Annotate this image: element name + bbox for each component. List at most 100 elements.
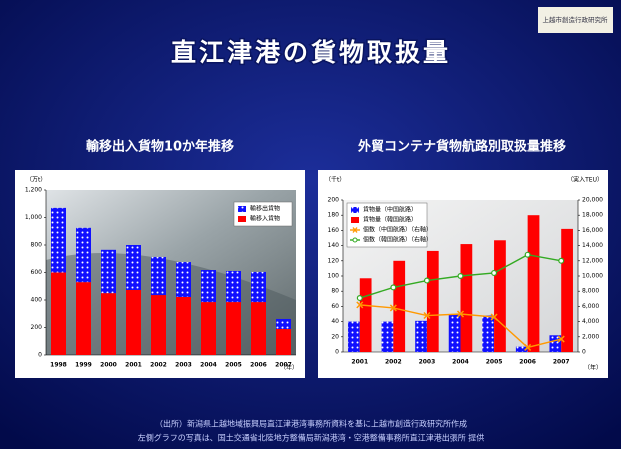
legend-label: 貨物量（韓国航路）	[363, 216, 417, 224]
legend-swatch	[351, 217, 359, 223]
x-tick-label: 2000	[100, 362, 117, 369]
y-tick-label: 600	[31, 269, 43, 276]
footer-note: 左側グラフの写真は、国土交通省北陸地方整備局新潟港湾・空港整備事務所直江津港出張…	[138, 433, 485, 443]
x-tick-label: 2006	[250, 362, 267, 369]
y-tick-label: 160	[328, 227, 340, 234]
footer-note: （出所）新潟県上越地域振興局直江津港湾事務所資料を基に上越市創造行政研究所作成	[155, 419, 467, 429]
bar	[482, 316, 494, 352]
chart-title: 外貿コンテナ貨物航路別取扱量推移	[357, 139, 566, 155]
y-tick-label: 140	[328, 242, 340, 249]
bar	[528, 215, 540, 352]
bar	[201, 302, 216, 355]
bar	[348, 322, 360, 352]
bar	[561, 229, 573, 352]
y-tick-label: 800	[31, 242, 43, 249]
slide: 上越市創造行政研究所 直江津港の貨物取扱量 輸移出入貨物10か年推移 外貿コンテ…	[0, 0, 621, 449]
y-tick-label: 40	[331, 318, 339, 325]
slide-title: 直江津港の貨物取扱量	[171, 38, 451, 67]
bar	[226, 302, 241, 355]
bar	[382, 322, 394, 352]
marker	[492, 271, 497, 276]
y-tick-label: 200	[31, 324, 43, 331]
marker	[458, 274, 463, 279]
bar	[461, 244, 473, 352]
bar	[176, 297, 191, 355]
y-tick-label: 120	[328, 257, 340, 264]
y-axis-label: （千t）	[325, 176, 345, 184]
y2-tick-label: 6,000	[582, 303, 599, 310]
x-tick-label: 2001	[351, 359, 368, 366]
y2-axis-label: （実入TEU）	[567, 176, 603, 184]
x-tick-label: 2006	[519, 359, 536, 366]
x-tick-label: 2005	[225, 362, 242, 369]
y-tick-label: 20	[331, 333, 339, 340]
x-tick-label: 2004	[452, 359, 469, 366]
y2-tick-label: 12,000	[582, 257, 603, 264]
marker	[525, 252, 530, 257]
x-tick-label: 1998	[50, 362, 67, 369]
y-tick-label: 1,000	[25, 214, 42, 221]
y-tick-label: 100	[328, 273, 340, 280]
x-tick-label: 2007	[553, 359, 570, 366]
bar	[101, 293, 116, 355]
legend-label: 貨物量（中国航路）	[363, 206, 417, 214]
y2-tick-label: 0	[582, 349, 586, 356]
y2-tick-label: 2,000	[582, 333, 599, 340]
logo: 上越市創造行政研究所	[543, 15, 609, 24]
y-tick-label: 0	[335, 349, 339, 356]
y2-tick-label: 18,000	[582, 212, 603, 219]
x-tick-label: 2003	[419, 359, 436, 366]
bar	[126, 290, 141, 355]
marker	[425, 278, 430, 283]
legend-label: 個数（韓国航路）（右軸）	[363, 236, 432, 244]
x-tick-label: 2005	[486, 359, 503, 366]
bar	[415, 321, 427, 352]
bar	[449, 314, 461, 352]
bar	[251, 302, 266, 355]
y-axis-label: （万t）	[26, 177, 46, 184]
x-tick-label: 2002	[385, 359, 402, 366]
y-tick-label: 180	[328, 212, 340, 219]
legend-swatch	[238, 206, 246, 212]
legend-label: 個数（中国航路）（右軸）	[363, 226, 432, 234]
bar	[360, 278, 372, 352]
legend-label: 輸移入貨物	[250, 215, 280, 223]
bar	[151, 295, 166, 355]
legend-swatch	[351, 207, 359, 213]
bar	[494, 240, 506, 352]
x-tick-label: 2002	[150, 362, 167, 369]
y-tick-label: 1,200	[25, 187, 42, 194]
y-tick-label: 200	[328, 197, 340, 204]
x-axis-label: （年）	[584, 364, 602, 372]
bar	[151, 257, 166, 295]
x-tick-label: 2007	[275, 362, 292, 369]
y-tick-label: 80	[331, 288, 339, 295]
bar	[427, 251, 439, 352]
bar	[276, 329, 291, 355]
marker	[559, 258, 564, 263]
bar	[251, 272, 266, 302]
bar	[51, 208, 66, 273]
x-tick-label: 2004	[200, 362, 217, 369]
y2-tick-label: 10,000	[582, 273, 603, 280]
legend-swatch	[353, 238, 357, 242]
y2-tick-label: 14,000	[582, 242, 603, 249]
bar	[101, 250, 116, 293]
chart-title: 輸移出入貨物10か年推移	[86, 139, 234, 155]
x-tick-label: 2001	[125, 362, 142, 369]
bar	[126, 245, 141, 290]
y-tick-label: 0	[38, 352, 42, 359]
legend-swatch	[238, 216, 246, 222]
y2-tick-label: 4,000	[582, 318, 599, 325]
bar	[51, 273, 66, 356]
bar	[76, 282, 91, 355]
marker	[391, 285, 396, 290]
x-tick-label: 1999	[75, 362, 92, 369]
legend-label: 輸移出貨物	[250, 205, 280, 213]
bar	[226, 271, 241, 302]
y2-tick-label: 20,000	[582, 197, 603, 204]
bar	[176, 262, 191, 297]
x-tick-label: 2003	[175, 362, 192, 369]
bar	[276, 319, 291, 329]
y-tick-label: 60	[331, 303, 339, 310]
